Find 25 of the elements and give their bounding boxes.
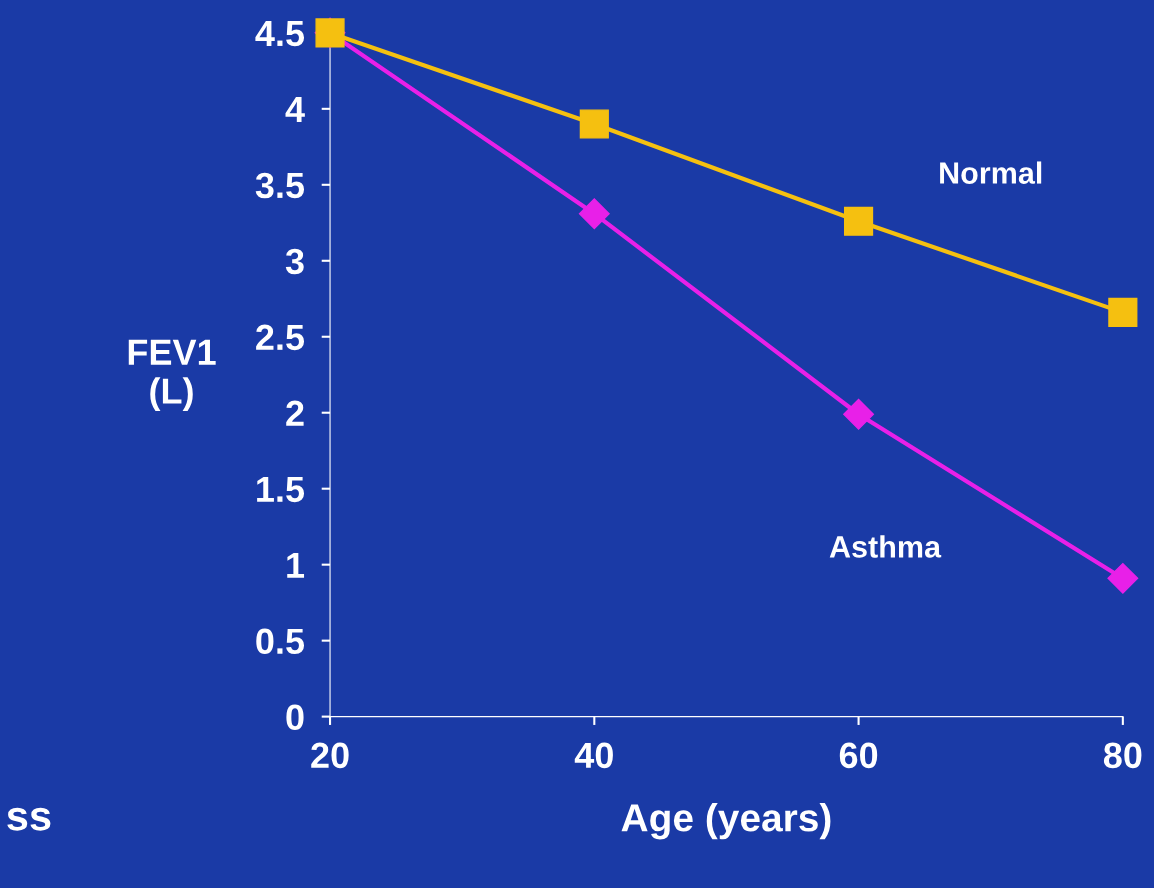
y-tick-label: 2.5 (256, 324, 305, 351)
y-tick-label: 4.5 (255, 21, 305, 47)
y-tick-label: 2 (286, 400, 304, 426)
y-tick-label: 3.5 (255, 172, 305, 199)
point (579, 109, 609, 139)
point (843, 398, 875, 430)
text: Normal (940, 161, 1042, 184)
x-tick-label: 20 (311, 742, 349, 769)
y-tick-label: 0 (286, 704, 304, 731)
y-tick-label: 1 (287, 552, 305, 578)
x-axis-title: Age (years) (621, 803, 831, 840)
point (843, 206, 874, 236)
y-tick-label: 0.5 (256, 628, 305, 655)
series-label: Asthma (829, 535, 942, 558)
point (1108, 297, 1138, 328)
point (578, 198, 610, 230)
x-tick-label: 40 (574, 742, 613, 769)
point (1107, 562, 1139, 594)
y-tick-label: 3 (285, 248, 304, 275)
x-tick-label: 60 (839, 742, 878, 769)
y-tick-label: 4 (285, 97, 305, 122)
text: ss (7, 807, 51, 831)
y-axis-title: FEV1 (L) (128, 339, 216, 412)
y-tick-label: 1.5 (257, 476, 305, 503)
x-tick-label: 80 (1103, 742, 1142, 769)
